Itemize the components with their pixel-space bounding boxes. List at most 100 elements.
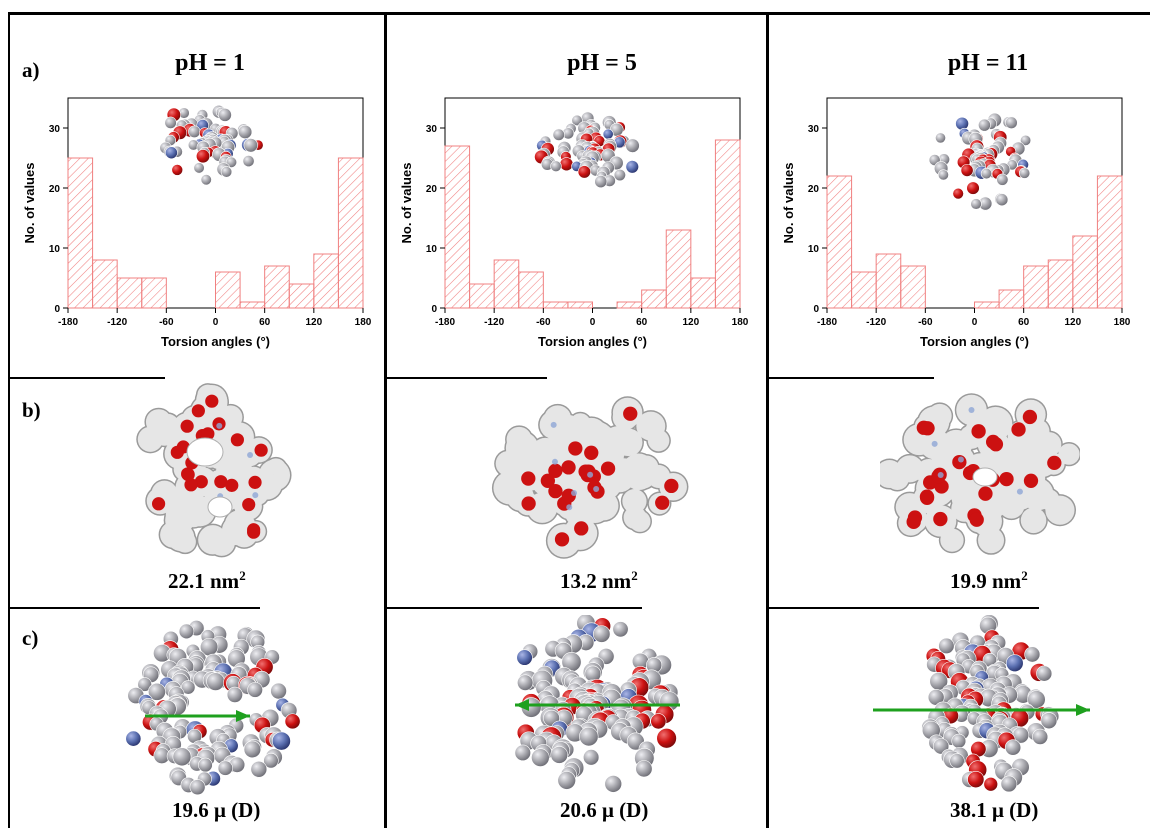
atom-sphere [189, 779, 206, 795]
atom-sphere [1036, 665, 1053, 682]
surface-patch [1058, 443, 1080, 465]
histogram-bar [1047, 259, 1074, 309]
surface-patch [584, 498, 609, 523]
atom-sphere [148, 682, 166, 701]
atom-sphere [188, 125, 201, 139]
x-tick-label: -180 [58, 317, 78, 328]
histogram-bar [641, 289, 667, 309]
x-tick-label: 0 [213, 317, 219, 328]
oxygen-patch [521, 496, 536, 511]
atom-sphere [650, 713, 667, 730]
atom-sphere [206, 672, 225, 691]
atom-sphere [937, 169, 949, 181]
sphere-model-ph11 [873, 615, 1090, 793]
sphere-model-ph1 [125, 620, 301, 795]
atom-sphere [970, 198, 982, 210]
x-tick-label: -120 [866, 317, 886, 328]
atom-sphere [967, 771, 985, 789]
atom-sphere [978, 118, 991, 132]
histogram-bar [215, 271, 241, 309]
atom-sphere [995, 193, 1009, 207]
y-tick-label: 20 [808, 184, 820, 195]
oxygen-patch [548, 463, 563, 478]
oxygen-patch [242, 497, 256, 512]
oxygen-patch [548, 483, 563, 499]
atom-sphere [583, 749, 600, 766]
nitrogen-patch [571, 490, 578, 497]
atom-sphere [178, 623, 195, 640]
oxygen-patch [988, 437, 1004, 452]
histogram-bar [264, 265, 290, 309]
torsion-histogram-ph5: -180 -120 -60 0 60 120 180 0 10 20 30 Torsion angle… [399, 97, 749, 349]
oxygen-patch [561, 460, 576, 475]
surface-patch [623, 506, 647, 529]
atom-sphere [559, 157, 574, 172]
atom-sphere [243, 740, 262, 759]
y-tick-label: 30 [49, 124, 61, 135]
oxygen-patch [181, 467, 195, 482]
atom-sphere [550, 160, 562, 173]
oxygen-patch [1023, 473, 1039, 488]
atom-sphere [217, 760, 233, 776]
row-label-c: c) [22, 626, 39, 650]
x-tick-label: 180 [1114, 317, 1131, 328]
nitrogen-patch [566, 504, 573, 511]
atom-sphere [226, 686, 243, 703]
y-axis-label: No. of values [781, 163, 796, 244]
nitrogen-patch [587, 471, 594, 478]
atom-sphere [531, 748, 550, 767]
frame-left-border [8, 12, 10, 828]
atom-sphere [656, 728, 677, 749]
y-tick-label: 30 [426, 124, 438, 135]
histogram-bar [974, 301, 1000, 309]
y-tick-label: 20 [426, 184, 438, 195]
surface-patch [506, 426, 532, 452]
sphere-model-ph5 [514, 615, 680, 793]
oxygen-patch [521, 471, 536, 486]
surface-patch [998, 492, 1025, 519]
oxygen-patch [1011, 422, 1026, 437]
atom-sphere [242, 155, 255, 167]
torsion-histogram-ph1: -180 -120 -60 0 60 120 180 0 10 20 30 Torsion angle… [22, 97, 372, 349]
atom-sphere [165, 146, 178, 160]
surface-model-ph11 [880, 393, 1080, 555]
oxygen-patch [584, 445, 599, 460]
x-tick-label: -180 [817, 317, 837, 328]
oxygen-patch [247, 525, 261, 539]
oxygen-patch [201, 427, 215, 441]
row-label-b: b) [22, 398, 41, 422]
separator-b-col3 [769, 377, 934, 379]
oxygen-patch [540, 473, 556, 488]
nitrogen-patch [931, 440, 938, 447]
dipole-arrow-head [1076, 704, 1090, 716]
surface-patch [880, 460, 904, 489]
x-tick-label: 180 [355, 317, 372, 328]
surface-model-ph5 [491, 396, 689, 559]
x-tick-label: -60 [159, 317, 174, 328]
separator-c-col1 [10, 607, 260, 609]
torsion-histogram-ph11: -180 -120 -60 0 60 120 180 0 10 20 30 Torsion angle… [781, 97, 1131, 349]
y-tick-label: 0 [813, 304, 819, 315]
ph-title-2: pH = 5 [567, 50, 637, 76]
oxygen-patch [1047, 455, 1062, 471]
x-tick-label: 120 [682, 317, 699, 328]
atom-sphere [552, 128, 565, 141]
separator-b-col2 [387, 377, 547, 379]
oxygen-patch [574, 521, 589, 536]
oxygen-patch [214, 475, 228, 489]
dipole-moment-ph5: 20.6 μ (D) [560, 798, 649, 822]
histogram-bar [875, 253, 902, 309]
atom-sphere [635, 760, 653, 778]
atom-sphere [625, 160, 639, 174]
surface-patch [1020, 507, 1047, 534]
surface-area-ph11: 19.9 nm2 [950, 568, 1028, 593]
atom-sphere [284, 713, 301, 730]
y-tick-label: 20 [49, 184, 61, 195]
atom-sphere [571, 114, 583, 127]
surface-patch [622, 489, 647, 514]
histogram-bar [116, 277, 143, 309]
surface-patch [622, 453, 655, 486]
oxygen-patch [170, 445, 184, 459]
x-axis-label: Torsion angles (°) [161, 334, 270, 349]
atom-sphere [1040, 712, 1058, 730]
